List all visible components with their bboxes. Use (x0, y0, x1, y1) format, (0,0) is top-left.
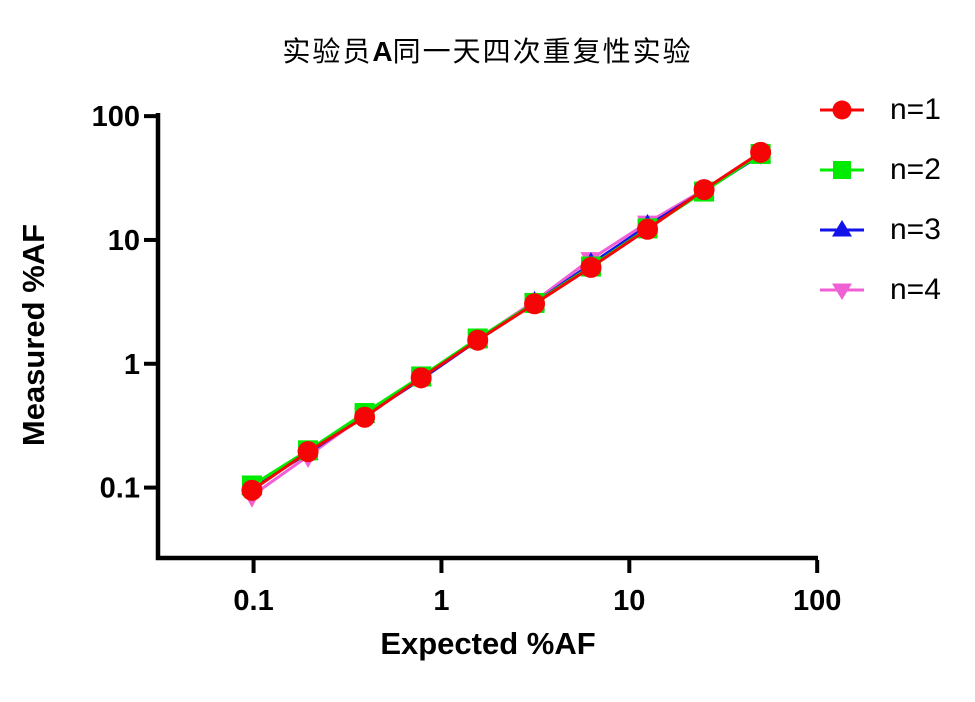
legend-square-glyph (833, 161, 851, 179)
marker-n=1-6 (580, 256, 602, 278)
marker-n=1-4 (467, 329, 489, 351)
chart-title-prefix: 实验员 (282, 35, 373, 68)
legend-item-n=1: n=1 (820, 93, 941, 126)
legend-label: n=2 (890, 153, 941, 186)
legend-triangle-down-glyph (832, 283, 852, 300)
y-tick-label: 0.1 (100, 473, 140, 505)
y-tick-label: 10 (108, 225, 140, 257)
y-axis-label: Measured %AF (16, 223, 51, 447)
y-tick-label: 100 (92, 101, 140, 133)
legend-marker-circle-icon (820, 100, 864, 120)
axis-spines (155, 113, 818, 561)
legend-label: n=1 (890, 93, 941, 126)
x-tick-label: 100 (793, 585, 841, 617)
x-tick-label: 10 (613, 585, 645, 617)
legend: n=1 n=2 n=3 n=4 (820, 93, 941, 306)
legend-marker-triangle-up-icon (820, 220, 864, 237)
marker-n=1-0 (241, 479, 263, 501)
legend-marker-triangle-down-icon (820, 283, 864, 300)
series-line-n=1 (251, 151, 762, 492)
legend-triangle-up-glyph (832, 220, 852, 237)
legend-item-n=3: n=3 (820, 213, 941, 246)
marker-n=1-9 (750, 141, 772, 163)
marker-n=1-5 (524, 293, 546, 315)
legend-item-n=2: n=2 (820, 153, 941, 186)
legend-item-n=4: n=4 (820, 273, 941, 306)
chart-title-suffix: 同一天四次重复性实验 (392, 35, 693, 68)
x-axis-label: Expected %AF (380, 626, 596, 661)
marker-n=1-8 (693, 179, 715, 201)
legend-label: n=3 (890, 213, 941, 246)
marker-n=1-7 (637, 218, 659, 240)
chart-title: 实验员A同一天四次重复性实验 (0, 30, 975, 70)
marker-n=1-3 (410, 367, 432, 389)
x-tick-label: 1 (433, 585, 449, 617)
legend-marker-square-icon (820, 161, 864, 179)
marker-n=1-2 (354, 406, 376, 428)
y-tick-label: 1 (124, 349, 140, 381)
legend-label: n=4 (890, 273, 941, 306)
marker-n=1-1 (297, 441, 319, 463)
legend-circle-glyph (832, 100, 852, 120)
x-tick-label: 0.1 (233, 585, 273, 617)
chart-title-bold: A (372, 36, 393, 67)
